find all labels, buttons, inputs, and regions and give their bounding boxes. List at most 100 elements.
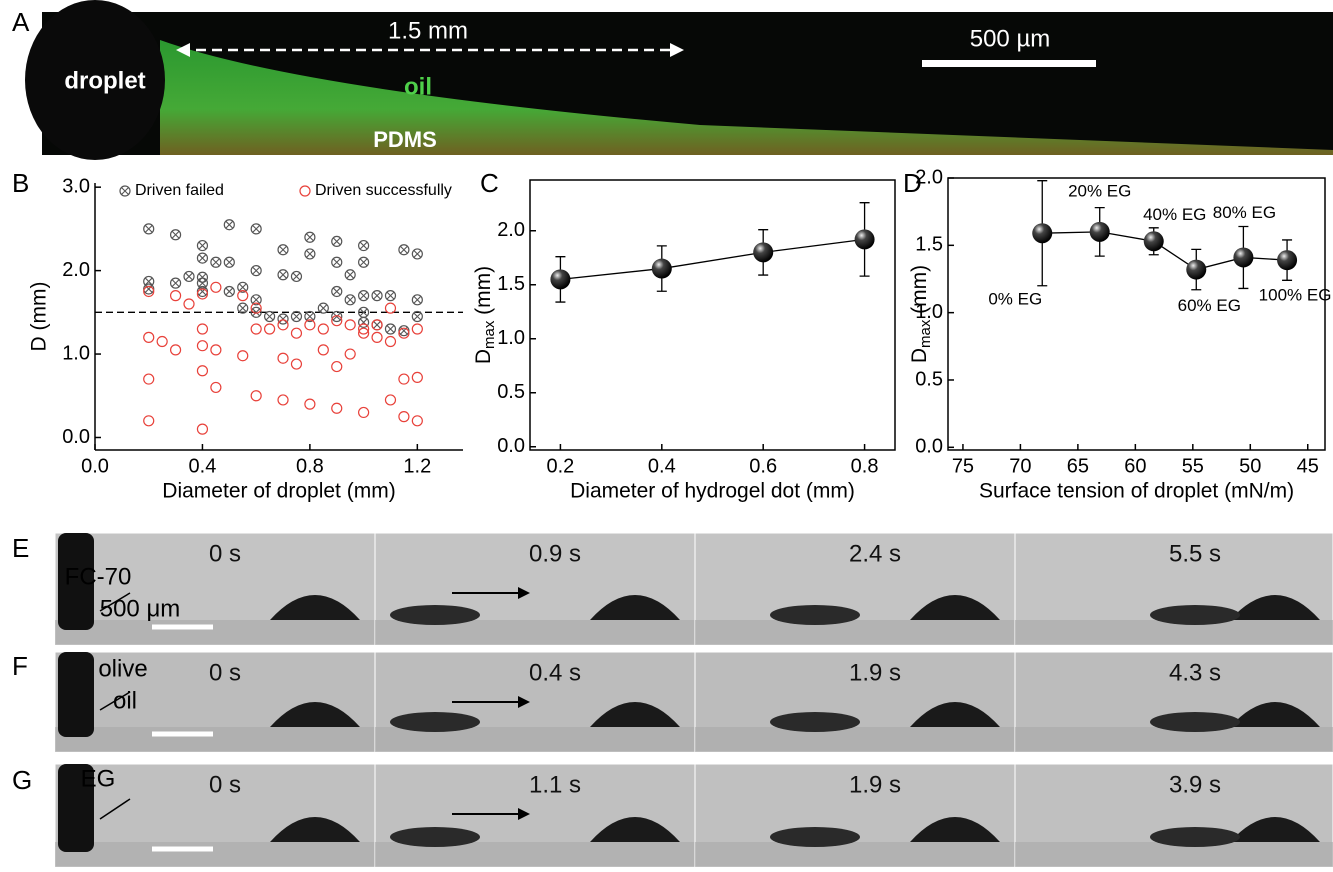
point-cross [144, 277, 153, 286]
point [317, 302, 329, 314]
point [411, 310, 423, 323]
point [371, 319, 383, 331]
point-cross [279, 315, 287, 323]
time-label: 0 s [209, 771, 241, 798]
point-cross [413, 312, 422, 321]
point [358, 239, 370, 252]
arrow-head [518, 696, 530, 708]
time-label: 1.1 s [529, 771, 581, 798]
sessile-droplet [910, 817, 1000, 842]
point [398, 373, 410, 385]
time-label: 1.9 s [849, 771, 901, 798]
point [223, 219, 235, 231]
legend-marker [299, 185, 311, 197]
point-cross [319, 304, 328, 312]
point [250, 323, 262, 335]
x-tick-label: 0.4 [648, 455, 676, 477]
point [753, 242, 774, 263]
point [210, 381, 222, 394]
line [560, 238, 865, 281]
point [317, 323, 329, 335]
point [1277, 250, 1298, 271]
y-tick-label: 0.5 [497, 381, 525, 403]
time-label: 0.4 s [529, 659, 581, 686]
point-cross [279, 270, 287, 279]
point-cross [306, 250, 314, 258]
point [250, 265, 262, 277]
point [210, 344, 222, 356]
panel-label: G [12, 765, 32, 795]
y-axis-label: Dmax (mm) [472, 266, 498, 364]
x-tick-label: 0.0 [81, 455, 109, 477]
point [358, 327, 370, 339]
point-cross [413, 250, 422, 258]
point-cross [252, 308, 260, 317]
point-cross [332, 287, 341, 296]
point-cross [292, 272, 301, 281]
point-cross [252, 266, 260, 275]
point [1032, 223, 1053, 244]
sessile-droplet [270, 817, 360, 842]
point-cross [332, 237, 341, 246]
point [331, 235, 343, 248]
point [358, 290, 370, 302]
point-label: 100% EG [1259, 286, 1332, 305]
point-cross [198, 241, 207, 250]
panel-label: C [480, 168, 499, 198]
x-tick-label: 0.2 [547, 455, 575, 477]
moving-droplet [390, 827, 480, 847]
panel-label: A [12, 7, 30, 37]
sessile-droplet [590, 817, 680, 842]
point [143, 331, 155, 343]
point [156, 335, 168, 348]
x-tick-label: 65 [1067, 455, 1089, 477]
substrate-shadow [55, 842, 375, 867]
point-cross [359, 291, 368, 300]
substrate-shadow [55, 727, 375, 752]
point [331, 402, 343, 414]
point [398, 327, 410, 339]
point-label: 60% EG [1178, 296, 1241, 315]
moving-droplet [1150, 605, 1240, 625]
point [183, 298, 195, 310]
x-tick-label: 50 [1239, 455, 1261, 477]
point-cross [265, 312, 274, 321]
x-tick-label: 45 [1297, 455, 1319, 477]
point [384, 290, 397, 302]
point [169, 277, 182, 289]
point [237, 302, 249, 314]
syringe [58, 764, 94, 852]
arrow-head [518, 808, 530, 820]
y-tick-label: 0.5 [915, 368, 943, 390]
point [277, 244, 289, 256]
point [250, 294, 262, 306]
point-label: 40% EG [1143, 205, 1206, 224]
point-cross [346, 270, 354, 279]
point [196, 365, 209, 377]
sessile-droplet [590, 702, 680, 727]
point [384, 335, 397, 348]
point [304, 248, 316, 260]
point [331, 315, 343, 327]
point [263, 323, 276, 335]
panel-a-image [25, 0, 1333, 160]
point-cross [306, 233, 314, 242]
point [277, 319, 289, 331]
point [237, 290, 249, 302]
y-tick-label: 0.0 [497, 435, 525, 457]
point [411, 294, 423, 306]
x-tick-label: 55 [1182, 455, 1204, 477]
pointer [99, 691, 131, 711]
substrate-shadow [1015, 842, 1333, 867]
x-tick-label: 0.6 [749, 455, 777, 477]
point [196, 288, 209, 300]
point [277, 394, 289, 406]
point [196, 271, 209, 283]
x-tick-label: 0.8 [296, 455, 324, 477]
note: EG [81, 765, 116, 792]
time-label: 0 s [209, 540, 241, 567]
x-tick-label: 75 [952, 455, 974, 477]
point [196, 252, 209, 264]
sessile-droplet [590, 595, 680, 620]
